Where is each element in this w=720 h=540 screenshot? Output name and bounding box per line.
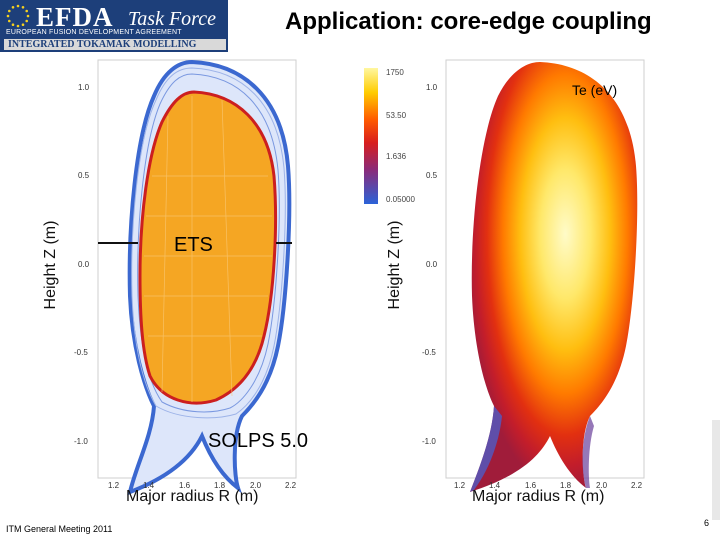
colorbar-tick: 1750	[386, 68, 404, 77]
org-title: EFDA	[36, 2, 114, 32]
right-xtick: 1.6	[525, 481, 537, 490]
colorbar-tick: 53.50	[386, 111, 407, 120]
left-ytick: -1.0	[74, 437, 88, 446]
efda-banner: EFDA Task Force EUROPEAN FUSION DEVELOPM…	[0, 0, 228, 52]
right-temperature-plot	[445, 59, 645, 492]
left-ytick: -0.5	[74, 348, 88, 357]
left-xtick: 1.4	[143, 481, 155, 490]
right-xtick: 1.4	[489, 481, 501, 490]
ets-label: ETS	[174, 234, 213, 256]
left-xtick: 2.0	[250, 481, 262, 490]
right-ytick: 1.0	[426, 83, 438, 92]
org-subtitle: EUROPEAN FUSION DEVELOPMENT AGREEMENT	[6, 29, 182, 36]
right-ytick: -0.5	[422, 348, 436, 357]
left-xtick: 1.8	[214, 481, 226, 490]
temperature-colorbar	[364, 68, 378, 204]
scrollbar[interactable]	[712, 420, 720, 520]
temperature-field	[470, 62, 638, 492]
core-region	[138, 90, 278, 405]
left-ytick: 0.5	[78, 171, 90, 180]
left-mesh-plot	[97, 59, 297, 496]
solps-label: SOLPS 5.0	[208, 430, 309, 452]
eu-stars-icon	[6, 4, 30, 28]
left-xtick: 1.6	[179, 481, 191, 490]
left-xtick: 2.2	[285, 481, 297, 490]
right-ytick: 0.5	[426, 171, 438, 180]
footer-meeting: ITM General Meeting 2011	[6, 524, 113, 534]
left-ytick: 1.0	[78, 83, 90, 92]
left-ytick: 0.0	[78, 260, 90, 269]
right-ytick: 0.0	[426, 260, 438, 269]
te-unit-label: Te (eV)	[572, 82, 618, 98]
left-xlabel: Major radius R (m)	[126, 488, 259, 505]
right-ytick: -1.0	[422, 437, 436, 446]
right-xtick: 1.8	[560, 481, 572, 490]
task-force-label: Task Force	[128, 8, 216, 30]
left-xtick: 1.2	[108, 481, 120, 490]
right-xlabel: Major radius R (m)	[472, 488, 605, 505]
left-ylabel: Height Z (m)	[42, 220, 59, 310]
colorbar-tick: 0.05000	[386, 195, 415, 204]
right-ylabel: Height Z (m)	[386, 220, 403, 310]
colorbar-tick: 1.636	[386, 152, 407, 161]
right-xtick: 2.2	[631, 481, 643, 490]
program-name: INTEGRATED TOKAMAK MODELLING	[4, 39, 226, 50]
right-xtick: 2.0	[596, 481, 608, 490]
right-xtick: 1.2	[454, 481, 466, 490]
slide-title: Application: core-edge coupling	[285, 8, 652, 35]
page-number: 6	[704, 518, 710, 528]
left-plot-frame	[97, 59, 297, 479]
